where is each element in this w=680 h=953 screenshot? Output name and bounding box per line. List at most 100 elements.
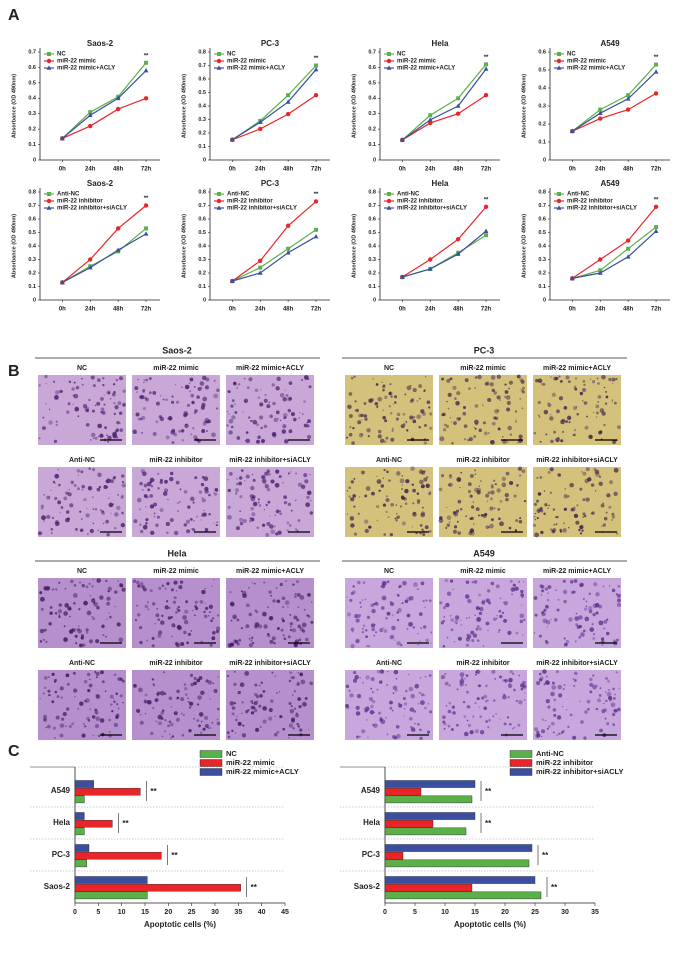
cell bbox=[202, 375, 207, 381]
cell bbox=[464, 731, 469, 737]
cell bbox=[478, 706, 480, 708]
cell bbox=[405, 421, 408, 423]
cell bbox=[227, 505, 231, 509]
cell bbox=[494, 416, 499, 421]
legend-label: miR-22 inhibitor+siACLY bbox=[227, 206, 297, 212]
cell bbox=[613, 467, 619, 473]
x-tick-label: 10 bbox=[441, 909, 449, 916]
cell bbox=[460, 619, 462, 621]
cell bbox=[371, 608, 376, 614]
cell bbox=[556, 715, 562, 720]
cell bbox=[541, 382, 545, 386]
cell bbox=[474, 473, 477, 476]
cell bbox=[84, 725, 87, 728]
cell bbox=[488, 727, 490, 729]
x-tick-label: 72h bbox=[311, 307, 322, 313]
legend-marker bbox=[46, 205, 52, 210]
cell bbox=[575, 612, 578, 615]
cell bbox=[121, 511, 124, 515]
legend-label: NC bbox=[227, 52, 236, 58]
marker bbox=[285, 111, 291, 117]
cell bbox=[376, 405, 379, 408]
marker bbox=[257, 270, 263, 275]
cell bbox=[455, 623, 458, 625]
cell bbox=[461, 677, 464, 680]
cell bbox=[167, 416, 173, 421]
cell bbox=[496, 488, 501, 493]
cell bbox=[242, 724, 245, 727]
cell bbox=[543, 608, 547, 612]
cell bbox=[282, 413, 288, 418]
cell bbox=[452, 385, 457, 390]
cell bbox=[108, 612, 110, 614]
cell bbox=[282, 481, 284, 484]
cell bbox=[385, 495, 388, 498]
marker bbox=[483, 93, 489, 98]
cell bbox=[183, 684, 185, 687]
cell bbox=[349, 693, 354, 698]
cell bbox=[192, 528, 196, 532]
cell bbox=[540, 735, 543, 738]
cell bbox=[94, 708, 98, 712]
cell bbox=[118, 582, 123, 587]
cell bbox=[87, 486, 93, 491]
cell bbox=[101, 411, 106, 415]
cell bbox=[465, 674, 469, 677]
panel-label: A bbox=[8, 7, 20, 24]
cell bbox=[487, 397, 492, 403]
cell bbox=[504, 395, 507, 399]
cell bbox=[196, 515, 198, 518]
cell bbox=[215, 630, 220, 634]
cell bbox=[563, 494, 568, 499]
cell bbox=[472, 501, 475, 503]
cell bbox=[76, 627, 80, 632]
cell bbox=[106, 618, 108, 620]
cell bbox=[170, 471, 174, 476]
cell bbox=[412, 416, 416, 419]
cell bbox=[520, 687, 524, 691]
cell bbox=[181, 439, 185, 442]
cell bbox=[165, 521, 170, 527]
cell bbox=[401, 602, 404, 605]
cell bbox=[151, 644, 155, 648]
x-tick-label: 35 bbox=[234, 909, 242, 916]
cell bbox=[156, 692, 159, 696]
cell bbox=[180, 712, 183, 715]
cell bbox=[275, 410, 280, 415]
cell bbox=[231, 415, 236, 420]
cell bbox=[159, 395, 162, 397]
cell bbox=[140, 468, 145, 474]
cell bbox=[487, 491, 491, 495]
cell bbox=[147, 699, 152, 705]
cell bbox=[540, 530, 544, 535]
cell bbox=[193, 520, 195, 522]
cell bbox=[603, 702, 605, 705]
cell bbox=[595, 411, 600, 415]
cell bbox=[574, 616, 580, 621]
x-tick-label: 10 bbox=[118, 909, 126, 916]
cell bbox=[169, 733, 171, 736]
cell bbox=[418, 691, 422, 695]
cell bbox=[559, 528, 562, 532]
cell bbox=[368, 697, 374, 702]
cell bbox=[583, 607, 588, 611]
cell bbox=[204, 715, 209, 721]
cell bbox=[382, 627, 385, 629]
cell bbox=[114, 605, 117, 608]
cell bbox=[395, 724, 400, 729]
cell bbox=[420, 512, 426, 518]
cell bbox=[442, 606, 447, 610]
cell bbox=[48, 496, 51, 498]
cell bbox=[465, 580, 470, 584]
cell bbox=[43, 675, 48, 680]
cell bbox=[616, 593, 621, 598]
cell bbox=[107, 435, 112, 441]
cell bbox=[509, 480, 514, 486]
cell bbox=[105, 635, 107, 638]
cell bbox=[119, 422, 121, 425]
cell bbox=[512, 672, 515, 675]
cell bbox=[193, 681, 197, 686]
cell bbox=[354, 614, 359, 619]
cell bbox=[209, 727, 212, 729]
cell bbox=[445, 705, 448, 707]
